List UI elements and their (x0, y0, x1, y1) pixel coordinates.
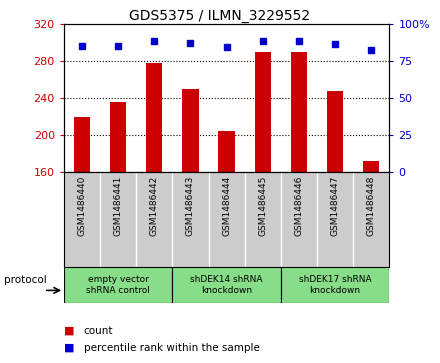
Text: GSM1486446: GSM1486446 (294, 175, 304, 236)
Text: GSM1486442: GSM1486442 (150, 175, 159, 236)
Bar (172, 267, 281, 303)
Bar (218, 131, 235, 172)
Text: GDS5375 / ILMN_3229552: GDS5375 / ILMN_3229552 (129, 9, 311, 23)
Text: GSM1486440: GSM1486440 (77, 175, 86, 236)
Text: protocol: protocol (4, 274, 47, 285)
Bar (146, 63, 162, 172)
Text: shDEK14 shRNA
knockdown: shDEK14 shRNA knockdown (191, 275, 263, 295)
Bar (74, 117, 90, 172)
Text: empty vector
shRNA control: empty vector shRNA control (86, 275, 150, 295)
Text: count: count (84, 326, 113, 336)
Text: GSM1486448: GSM1486448 (367, 175, 376, 236)
Bar (281, 267, 389, 303)
Bar (327, 90, 343, 172)
Bar (291, 52, 307, 172)
Text: GSM1486441: GSM1486441 (114, 175, 123, 236)
Text: GSM1486447: GSM1486447 (330, 175, 340, 236)
Bar (182, 89, 198, 172)
Text: shDEK17 shRNA
knockdown: shDEK17 shRNA knockdown (299, 275, 371, 295)
Bar (255, 52, 271, 172)
Bar (64, 267, 172, 303)
Text: ■: ■ (64, 343, 74, 353)
Text: ■: ■ (64, 326, 74, 336)
Text: percentile rank within the sample: percentile rank within the sample (84, 343, 260, 353)
Bar (363, 161, 379, 172)
Bar (110, 102, 126, 172)
Text: GSM1486445: GSM1486445 (258, 175, 267, 236)
Text: GSM1486444: GSM1486444 (222, 175, 231, 236)
Text: GSM1486443: GSM1486443 (186, 175, 195, 236)
